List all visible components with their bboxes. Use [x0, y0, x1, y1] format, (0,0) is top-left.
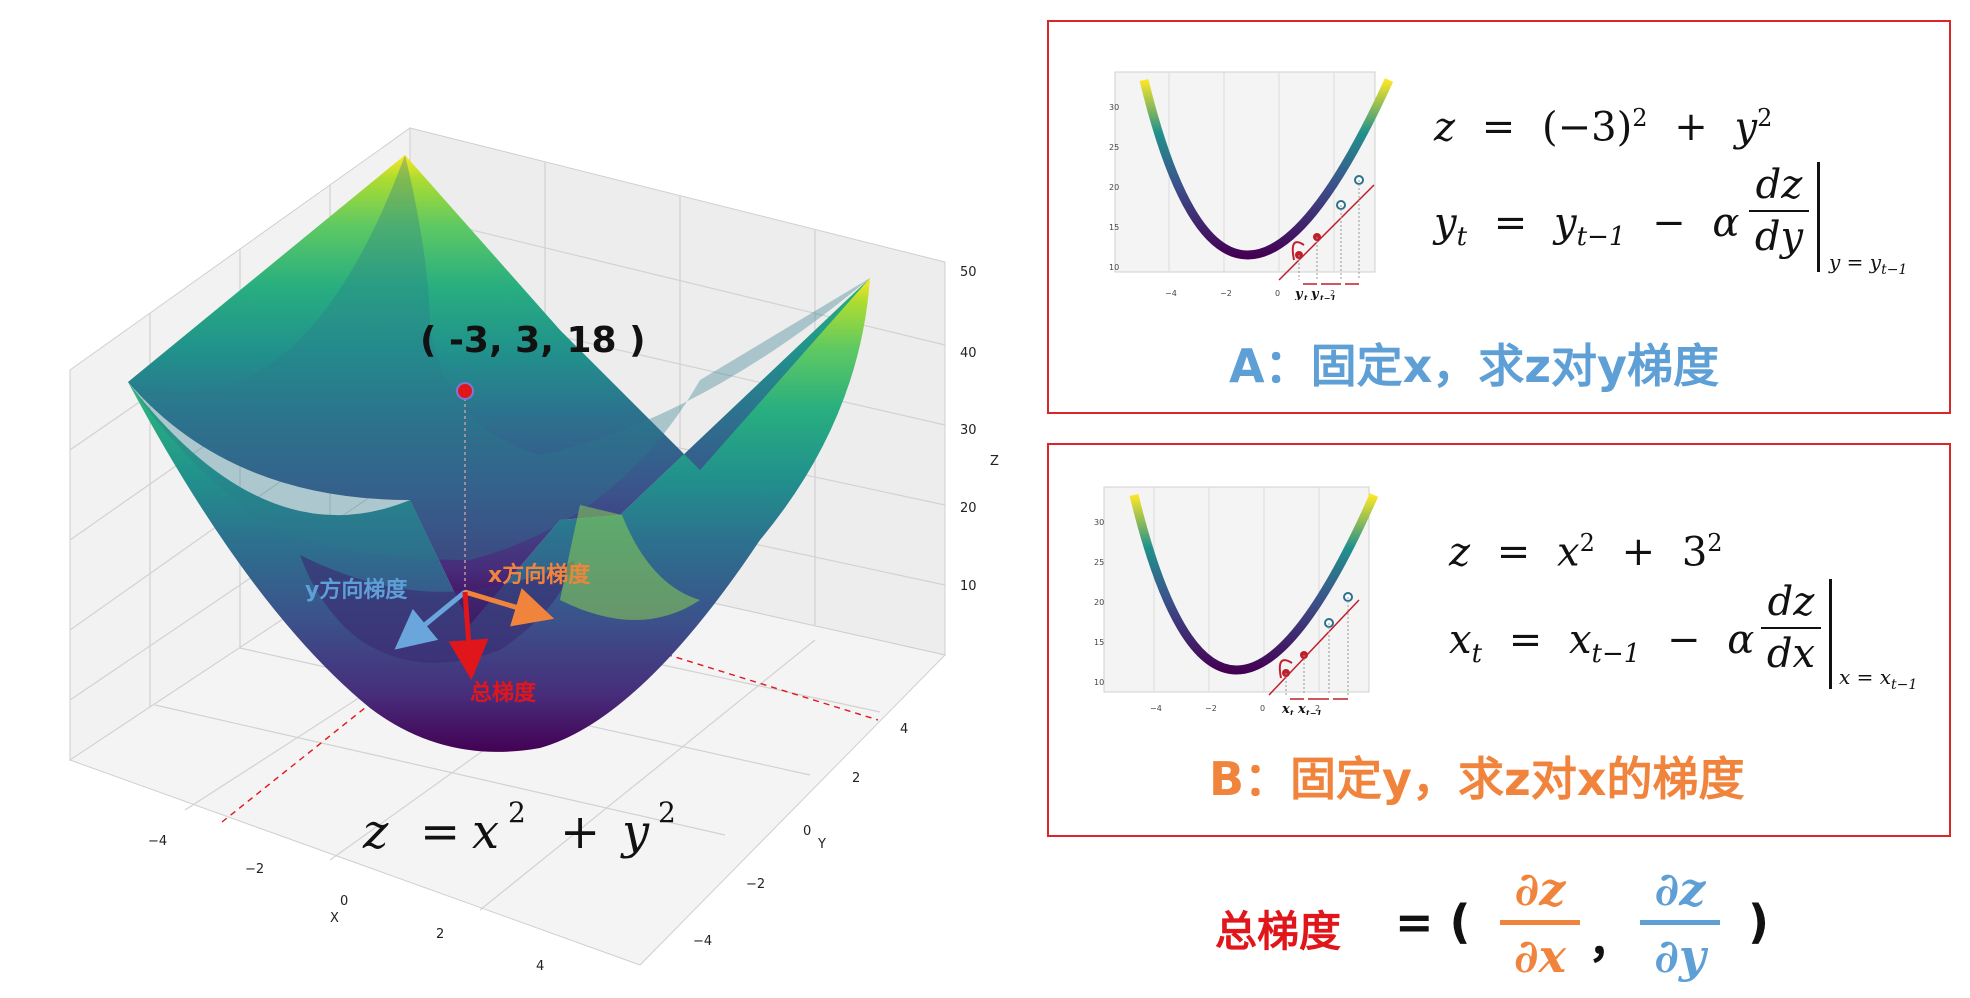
point-label: ( -3, 3, 18 ) — [420, 320, 646, 361]
svg-text:y: y — [620, 804, 650, 860]
z-tick: 20 — [960, 501, 977, 516]
panel-a-eq1: z = (−3)2 + y2 — [1434, 104, 1773, 151]
total-gradient-eq: = ( — [1395, 895, 1471, 949]
z-tick: 30 — [960, 423, 977, 438]
total-gradient-label: 总梯度 — [470, 680, 537, 706]
mini-plot-b: −4 −2 0 2 30 25 20 15 10 x t x t−1 — [1094, 486, 1379, 715]
panel-b: −4 −2 0 2 30 25 20 15 10 x t x t−1 z = x… — [1047, 443, 1951, 837]
panel-a: −4 −2 0 2 30 25 20 15 10 y t y t−1 z = (… — [1047, 20, 1951, 414]
svg-text:+: + — [560, 804, 600, 860]
y-direction-label: y方向梯度 — [305, 577, 408, 603]
y-tick: 2 — [852, 771, 860, 786]
total-gradient-comma: ， — [1588, 914, 1634, 968]
mini-x-tick: 2 — [1330, 289, 1335, 298]
gradient-arrows — [394, 588, 555, 680]
mini-y-tick: 10 — [1109, 263, 1119, 272]
z-tick: 40 — [960, 346, 977, 361]
mini-label-yt1-sub: t−1 — [1320, 293, 1336, 300]
z-tick: 50 — [960, 265, 977, 280]
x-axis-label: X — [330, 911, 339, 926]
mini-x-tick: −4 — [1150, 704, 1162, 713]
mini-label-xt: x — [1281, 702, 1290, 715]
mini-y-tick: 25 — [1109, 143, 1119, 152]
mini-x-tick: 0 — [1275, 289, 1280, 298]
x-tick: 2 — [436, 927, 444, 942]
mini-y-tick: 30 — [1109, 103, 1119, 112]
x-direction-label: x方向梯度 — [488, 562, 591, 588]
mini-y-tick: 15 — [1109, 223, 1119, 232]
mini-x-tick: 2 — [1315, 704, 1320, 713]
mini-y-tick: 20 — [1094, 598, 1104, 607]
surface-plot-3d: 50 40 30 20 10 Z 4 2 0 −2 −4 Y −4 −2 0 2… — [68, 127, 999, 974]
z-tick: 10 — [960, 579, 977, 594]
total-gradient-title: 总梯度 — [1215, 907, 1342, 956]
x-tick: 0 — [340, 894, 348, 909]
panel-b-eval-bar — [1829, 579, 1832, 689]
mini-x-tick: −2 — [1205, 704, 1217, 713]
y-axis-label: Y — [817, 837, 826, 852]
panel-b-eq2: xt = xt−1 − α — [1449, 617, 1755, 669]
mini-label-yt1: y — [1310, 287, 1320, 300]
mini-label-xt1-sub: t−1 — [1306, 708, 1322, 715]
mini-y-tick: 15 — [1094, 638, 1104, 647]
partial-z-partial-x: ∂z ∂x — [1500, 862, 1580, 983]
y-tick: −4 — [693, 934, 712, 949]
main-formula: z = x 2 + y 2 — [362, 796, 676, 860]
y-tick: 0 — [803, 824, 811, 839]
panel-b-eval: x = xt−1 — [1839, 665, 1918, 693]
svg-text:x: x — [472, 804, 499, 860]
partial-z-partial-y: ∂z ∂y — [1640, 862, 1720, 983]
mini-x-tick: 0 — [1260, 704, 1265, 713]
mini-x-tick: −4 — [1165, 289, 1177, 298]
point-marker — [456, 382, 474, 400]
svg-text:=: = — [420, 804, 460, 860]
x-tick: −2 — [245, 862, 264, 877]
mini-y-tick: 10 — [1094, 678, 1104, 687]
panel-a-eval-bar — [1817, 162, 1820, 272]
panel-b-frac: dz dx — [1761, 579, 1821, 677]
panel-a-frac: dz dy — [1749, 162, 1809, 260]
y-tick: −2 — [746, 877, 765, 892]
panel-a-caption: A：固定x，求z对y梯度 — [1229, 339, 1720, 393]
panel-b-eq1: z = x2 + 32 — [1449, 529, 1723, 576]
mini-y-tick: 30 — [1094, 518, 1104, 527]
x-tick: 4 — [536, 959, 544, 974]
mini-y-tick: 20 — [1109, 183, 1119, 192]
mini-label-xt-sub: t — [1290, 708, 1294, 715]
mini-label-xt1: x — [1297, 702, 1306, 715]
y-tick: 4 — [900, 722, 908, 737]
panel-a-eq2: yt = yt−1 − α — [1434, 200, 1740, 252]
svg-text:2: 2 — [658, 796, 676, 829]
svg-text:z: z — [362, 804, 389, 860]
x-tick: −4 — [148, 834, 167, 849]
mini-x-tick: −2 — [1220, 289, 1232, 298]
svg-text:2: 2 — [508, 796, 526, 829]
total-gradient-close: ) — [1748, 895, 1770, 949]
panel-b-caption: B：固定y，求z对x的梯度 — [1209, 752, 1745, 806]
mini-label-yt-sub: t — [1304, 293, 1308, 300]
mini-y-tick: 25 — [1094, 558, 1104, 567]
mini-plot-a: −4 −2 0 2 30 25 20 15 10 y t y t−1 — [1109, 71, 1394, 300]
z-axis-label: Z — [990, 454, 999, 469]
mini-label-yt: y — [1294, 287, 1304, 300]
panel-a-eval: y = yt−1 — [1829, 250, 1908, 278]
